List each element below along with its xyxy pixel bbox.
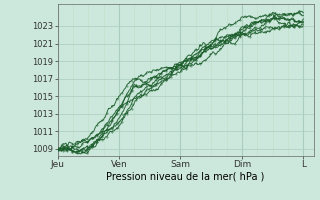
X-axis label: Pression niveau de la mer( hPa ): Pression niveau de la mer( hPa ): [107, 172, 265, 182]
